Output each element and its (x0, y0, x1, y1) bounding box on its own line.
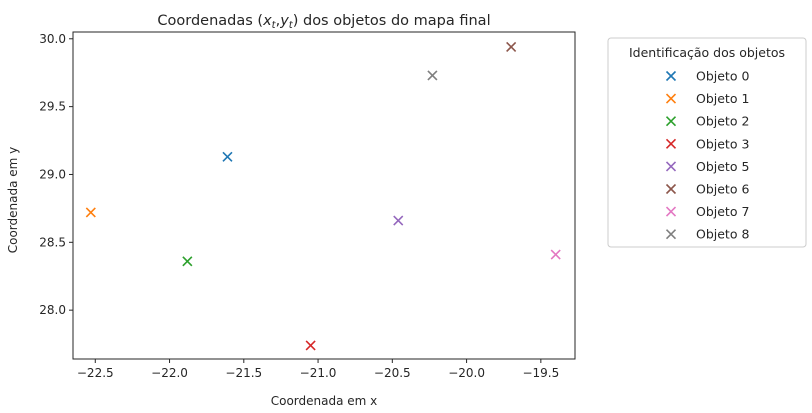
data-points (85, 41, 561, 351)
legend-frame (607, 37, 807, 248)
y-tick-label: 28.5 (39, 235, 66, 249)
data-point (222, 151, 233, 162)
data-point (427, 70, 438, 81)
legend-label: Objeto 7 (696, 204, 749, 219)
legend-label: Objeto 6 (696, 182, 749, 197)
legend-marker (665, 206, 677, 217)
data-point (182, 256, 193, 267)
legend-label: Objeto 2 (696, 114, 749, 129)
legend-label: Objeto 0 (696, 69, 749, 84)
legend-item: Objeto 6 (665, 182, 749, 197)
legend-item: Objeto 0 (665, 69, 749, 84)
x-tick-label: −20.5 (374, 366, 411, 380)
x-tick-label: −21.0 (300, 366, 337, 380)
x-tick-label: −22.0 (151, 366, 188, 380)
data-point (506, 41, 517, 52)
x-tick-label: −21.5 (225, 366, 262, 380)
y-tick-label: 28.0 (39, 303, 66, 317)
plot-area (72, 31, 576, 360)
x-axis-label: Coordenada em x (271, 394, 378, 408)
y-tick-label: 29.5 (39, 100, 66, 114)
legend-marker (665, 229, 677, 240)
y-tick-label: 30.0 (39, 32, 66, 46)
legend-label: Objeto 5 (696, 159, 749, 174)
x-tick-label: −19.5 (522, 366, 559, 380)
legend-marker (665, 161, 677, 172)
legend-marker (665, 116, 677, 127)
legend-marker (665, 183, 677, 195)
legend: Identificação dos objetos Objeto 0 Objeto … (607, 37, 807, 248)
data-point (393, 215, 404, 226)
legend-label: Objeto 1 (696, 91, 749, 106)
legend-item: Objeto 8 (665, 227, 749, 242)
legend-item: Objeto 3 (665, 136, 749, 151)
legend-item: Objeto 5 (665, 159, 749, 174)
data-point (550, 249, 561, 260)
legend-item: Objeto 7 (665, 204, 749, 219)
data-point (85, 207, 96, 218)
axis-ticks: −22.5 −22.0 −21.5 −21.0 −20.5 −20.0 −19.5 28.0 2… (39, 32, 559, 380)
legend-marker (665, 93, 677, 104)
legend-item: Objeto 1 (665, 91, 749, 106)
plot-frame (72, 31, 576, 360)
legend-label: Objeto 3 (696, 136, 749, 151)
y-tick-label: 29.0 (39, 167, 66, 181)
legend-item: Objeto 2 (665, 114, 749, 129)
x-tick-label: −22.5 (77, 366, 114, 380)
y-axis-label: Coordenada em y (6, 147, 20, 254)
legend-marker (665, 138, 677, 149)
legend-marker (665, 70, 677, 82)
x-tick-label: −20.0 (448, 366, 485, 380)
legend-title: Identificação dos objetos (629, 45, 785, 60)
data-point (305, 340, 316, 351)
legend-label: Objeto 8 (696, 227, 749, 242)
chart-title: Coordenadas (xt,yt) dos objetos do mapa … (157, 13, 490, 31)
